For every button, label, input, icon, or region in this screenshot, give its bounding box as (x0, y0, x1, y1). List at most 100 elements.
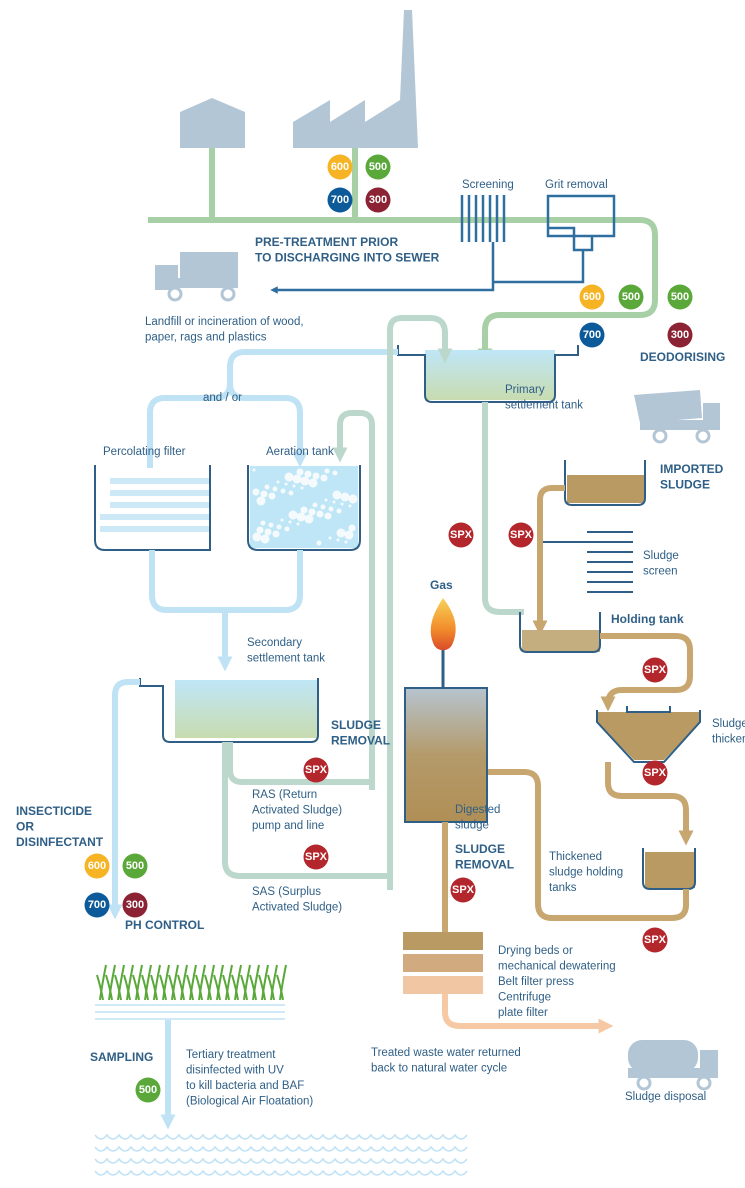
label-line: SLUDGE (455, 842, 505, 856)
badge-circle (642, 657, 668, 683)
badge-circle (303, 844, 329, 870)
label-line: INSECTICIDE (16, 804, 92, 818)
badge-text: 500 (622, 291, 640, 303)
bubble (324, 468, 330, 474)
reed (123, 974, 131, 1001)
label: PH CONTROL (125, 918, 204, 932)
label-line: to kill bacteria and BAF (186, 1080, 304, 1092)
label-line: Landfill or incineration of wood, (145, 316, 304, 328)
label: Treated waste water returned back to natu… (371, 1047, 521, 1075)
badge-text: 700 (583, 329, 601, 341)
reed (258, 974, 266, 1001)
bubble (348, 524, 356, 532)
label: SAS (Surplus Activated Sludge) (252, 886, 342, 914)
badge-text: SPX (644, 767, 667, 779)
label-line: screen (643, 566, 678, 578)
label-line: Grit removal (545, 179, 608, 191)
label-line: plate filter (498, 1007, 548, 1019)
label-line: Secondary (247, 637, 302, 649)
reed (198, 964, 206, 1001)
bubble (300, 486, 304, 490)
label: IMPORTED SLUDGE (660, 462, 724, 492)
bubble (264, 484, 270, 490)
reed (105, 974, 113, 1001)
reed (207, 964, 215, 1001)
reed (243, 964, 251, 1001)
reed (195, 974, 203, 1001)
reed (270, 964, 278, 1001)
label: SLUDGE REMOVAL (331, 718, 390, 748)
label-line: SAS (Surplus (252, 886, 321, 898)
label-line: PRE-TREATMENT PRIOR (255, 235, 398, 249)
reed (108, 964, 116, 1001)
label: Aeration tank (266, 446, 334, 458)
label: Sludge disposal (625, 1091, 706, 1103)
label-line: TO DISCHARGING INTO SEWER (255, 251, 440, 265)
label-line: IMPORTED (660, 462, 724, 476)
bubble (316, 510, 324, 518)
label-line: and / or (203, 392, 242, 404)
badge-circle (122, 853, 148, 879)
bubble (280, 488, 286, 494)
bubble (292, 484, 296, 488)
wave (94, 1145, 468, 1152)
reed (252, 964, 260, 1001)
wave (94, 1133, 468, 1140)
reed (249, 974, 257, 1001)
label-line: REMOVAL (455, 858, 514, 872)
reed (153, 964, 161, 1001)
label-line: Drying beds or (498, 945, 573, 957)
badge-text: 300 (369, 194, 387, 206)
badge-circle (365, 187, 391, 213)
reed (231, 974, 239, 1001)
label: Primary settlement tank (505, 384, 583, 412)
badge-text: SPX (644, 934, 667, 946)
reed (186, 974, 194, 1001)
bubble (260, 520, 266, 526)
badge-text: 600 (331, 161, 349, 173)
label-line: Aeration tank (266, 446, 334, 458)
bubble (300, 506, 308, 514)
bubble (296, 512, 306, 522)
label: PRE-TREATMENT PRIOR TO DISCHARGING INTO S… (255, 235, 440, 265)
bubble (260, 534, 270, 544)
badge-circle (303, 757, 329, 783)
label: Thickened sludge holding tanks (549, 851, 623, 894)
bubble (320, 474, 328, 482)
badge-text: 700 (331, 194, 349, 206)
badge-circle (84, 853, 110, 879)
badge-text: 500 (369, 161, 387, 173)
reed (114, 974, 122, 1001)
reed (213, 974, 221, 1001)
bubble (252, 488, 260, 496)
bubble (320, 504, 326, 510)
wave (94, 1157, 468, 1164)
label-line: Activated Sludge) (252, 805, 342, 817)
label-line: SLUDGE (660, 478, 710, 492)
bubble (296, 468, 304, 476)
reed (222, 974, 230, 1001)
bubble (284, 482, 288, 486)
badge-circle (122, 892, 148, 918)
label-line: back to natural water cycle (371, 1063, 507, 1075)
bubble (312, 472, 320, 480)
label-line: Gas (430, 578, 453, 592)
label-line: Screening (462, 179, 514, 191)
label-line: Percolating filter (103, 446, 186, 458)
label: Sludge screen (643, 550, 679, 578)
label-line: Treated waste water returned (371, 1047, 521, 1059)
bubble (300, 476, 310, 486)
badge-circle (327, 154, 353, 180)
reed (240, 974, 248, 1001)
label-line: SLUDGE (331, 718, 381, 732)
badge-text: SPX (452, 884, 475, 896)
badge-circle (579, 284, 605, 310)
label-line: Belt filter press (498, 976, 574, 988)
label-line: Centrifuge (498, 992, 551, 1004)
reed (216, 964, 224, 1001)
label: Drying beds or mechanical dewatering Belt … (498, 945, 616, 1019)
bubble (256, 496, 266, 506)
label-line: Tertiary treatment (186, 1049, 276, 1061)
bubble (252, 532, 262, 542)
badge-circle (642, 760, 668, 786)
